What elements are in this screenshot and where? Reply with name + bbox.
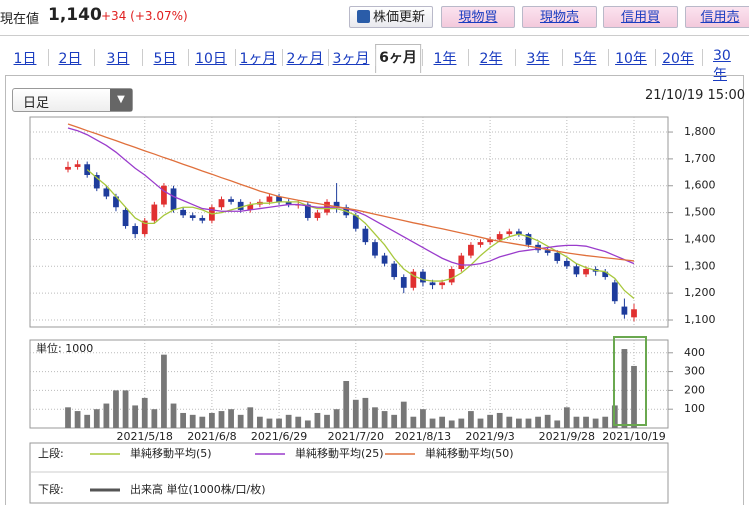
period-tab[interactable]: 20年 xyxy=(662,51,694,67)
tab-separator xyxy=(654,49,656,66)
tab-separator xyxy=(328,49,329,66)
period-tab[interactable]: 1年 xyxy=(433,51,457,67)
tab-separator xyxy=(234,49,236,66)
period-tab[interactable]: 6ヶ月 xyxy=(375,44,421,73)
timestamp: 21/10/19 15:00 xyxy=(645,88,745,103)
period-tab[interactable]: 10年 xyxy=(615,51,647,67)
current-price: 1,140 xyxy=(48,5,102,25)
tab-separator xyxy=(514,49,516,66)
period-tab[interactable]: 2ヶ月 xyxy=(286,51,324,67)
interval-dropdown[interactable]: 日足 ▼ xyxy=(12,88,133,112)
period-tab[interactable]: 5日 xyxy=(153,51,177,67)
period-tab[interactable]: 1ヶ月 xyxy=(239,51,277,67)
buy-margin-button[interactable]: 信用買 xyxy=(603,6,678,28)
price-change: +34 (+3.07%) xyxy=(101,9,188,23)
tab-separator xyxy=(468,49,469,66)
period-tab[interactable]: 1日 xyxy=(13,51,37,67)
tab-separator xyxy=(608,49,609,66)
tab-separator xyxy=(94,49,95,66)
buy-cash-button[interactable]: 現物買 xyxy=(441,6,515,28)
tab-separator xyxy=(421,49,423,66)
divider xyxy=(0,35,749,36)
refresh-label: 株価更新 xyxy=(372,10,425,25)
sell-cash-button[interactable]: 現物売 xyxy=(522,6,597,28)
period-tab[interactable]: 3年 xyxy=(526,51,550,67)
period-tab[interactable]: 5年 xyxy=(573,51,597,67)
tab-separator xyxy=(561,49,563,66)
period-tab[interactable]: 2年 xyxy=(479,51,503,67)
tab-separator xyxy=(701,49,703,66)
refresh-icon xyxy=(356,10,370,23)
period-tab[interactable]: 3日 xyxy=(106,51,130,67)
tab-separator xyxy=(374,49,376,66)
chart-frame xyxy=(5,75,744,505)
tab-separator xyxy=(188,49,189,66)
period-tab[interactable]: 3ヶ月 xyxy=(332,51,370,67)
price-label: 現在値 xyxy=(0,12,40,27)
period-tab[interactable]: 10日 xyxy=(195,51,227,67)
period-tab[interactable]: 2日 xyxy=(58,51,82,67)
sell-margin-button[interactable]: 信用売 xyxy=(685,6,749,28)
tab-separator xyxy=(281,49,283,66)
dropdown-label: 日足 xyxy=(23,96,50,111)
refresh-button[interactable]: 株価更新 xyxy=(349,6,433,28)
tab-separator xyxy=(47,49,49,66)
tab-separator xyxy=(141,49,143,66)
dropdown-arrow: ▼ xyxy=(110,89,132,111)
